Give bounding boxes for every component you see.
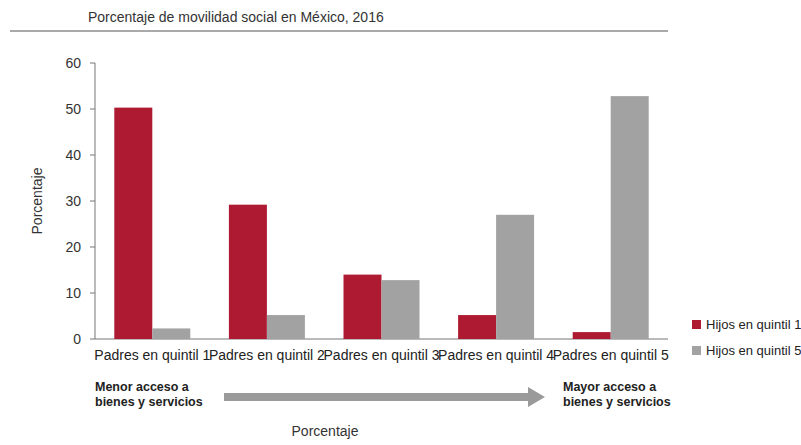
x-tick-label: Padres en quintil 1 bbox=[94, 347, 210, 363]
bar bbox=[344, 275, 382, 339]
title: Porcentaje de movilidad social en México… bbox=[88, 9, 384, 25]
bar bbox=[496, 215, 534, 339]
legend-label: Hijos en quintil 1 bbox=[706, 317, 801, 332]
x-axis-title: Porcentaje bbox=[292, 423, 359, 439]
annotation: bienes y servicios bbox=[95, 395, 203, 409]
y-tick-label: 20 bbox=[65, 239, 81, 255]
x-tick-label: Padres en quintil 5 bbox=[553, 347, 669, 363]
y-tick bbox=[90, 109, 95, 110]
bar bbox=[152, 328, 190, 339]
y-tick bbox=[90, 155, 95, 156]
bar bbox=[267, 315, 305, 339]
y-tick bbox=[90, 247, 95, 248]
y-tick-label: 60 bbox=[65, 55, 81, 71]
y-tick-label: 10 bbox=[65, 285, 81, 301]
bar bbox=[382, 280, 420, 339]
annotation: bienes y servicios bbox=[563, 395, 671, 409]
arrow-shaft bbox=[224, 393, 530, 401]
bar bbox=[229, 205, 267, 339]
y-tick bbox=[90, 293, 95, 294]
legend-label: Hijos en quintil 5 bbox=[706, 343, 801, 358]
legend-swatch bbox=[692, 320, 701, 329]
x-tick-label: Padres en quintil 3 bbox=[324, 347, 440, 363]
y-tick-label: 0 bbox=[73, 331, 81, 347]
y-tick bbox=[90, 339, 95, 340]
y-tick-label: 40 bbox=[65, 147, 81, 163]
bar bbox=[114, 108, 152, 339]
y-axis-title: Porcentaje bbox=[29, 167, 45, 234]
title-rule bbox=[10, 31, 668, 32]
x-tick-label: Padres en quintil 4 bbox=[438, 347, 554, 363]
bars bbox=[114, 96, 648, 339]
legend-swatch bbox=[692, 346, 701, 355]
arrow-head bbox=[528, 387, 545, 407]
annotation: Menor acceso a bbox=[95, 380, 190, 394]
chart: Porcentaje de movilidad social en México… bbox=[0, 0, 801, 445]
x-tick-label: Padres en quintil 2 bbox=[209, 347, 325, 363]
y-tick bbox=[90, 201, 95, 202]
bar bbox=[611, 96, 649, 339]
y-tick bbox=[90, 63, 95, 64]
bar bbox=[458, 315, 496, 339]
y-tick-label: 30 bbox=[65, 193, 81, 209]
bar bbox=[573, 332, 611, 339]
y-tick-label: 50 bbox=[65, 101, 81, 117]
annotation: Mayor acceso a bbox=[563, 380, 657, 394]
